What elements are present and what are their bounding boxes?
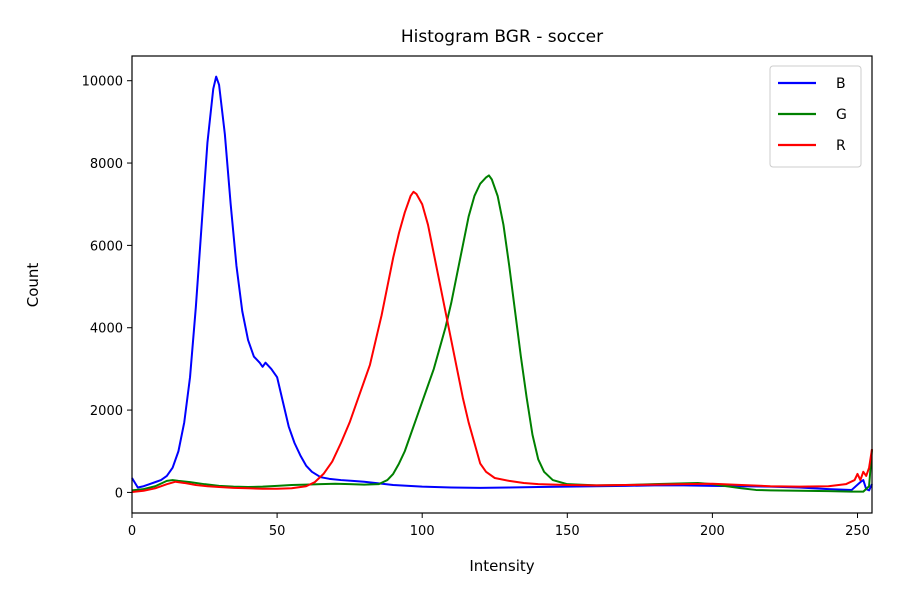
x-tick-label: 50 <box>269 524 286 539</box>
series-lines <box>131 75 873 493</box>
legend-box <box>769 65 862 168</box>
x-tick-label: 150 <box>555 524 580 539</box>
x-tick-label: 0 <box>128 524 136 539</box>
y-tick-label: 10000 <box>82 75 123 90</box>
legend-label-b: B <box>836 76 846 92</box>
legend-label-r: R <box>836 138 846 154</box>
y-axis-label: Count <box>24 263 42 308</box>
x-tick-label: 100 <box>410 524 435 539</box>
plot-frame <box>131 55 873 514</box>
x-tick-label: 200 <box>700 524 725 539</box>
series-line-g <box>131 174 873 493</box>
chart-title: Histogram BGR - soccer <box>401 27 603 47</box>
y-tick-label: 0 <box>115 486 123 501</box>
x-tick-label: 250 <box>845 524 870 539</box>
y-axis: 0 2000 4000 6000 8000 10000 <box>82 75 132 501</box>
y-tick-label: 8000 <box>90 157 123 172</box>
y-tick-label: 2000 <box>90 404 123 419</box>
series-line-b <box>131 75 873 492</box>
x-axis: 0 50 100 150 200 250 <box>128 513 870 539</box>
x-axis-label: Intensity <box>469 557 534 575</box>
series-line-r <box>131 190 873 493</box>
legend: BGR <box>769 65 862 168</box>
y-tick-label: 4000 <box>90 322 123 337</box>
y-tick-label: 6000 <box>90 239 123 254</box>
legend-label-g: G <box>836 107 847 123</box>
